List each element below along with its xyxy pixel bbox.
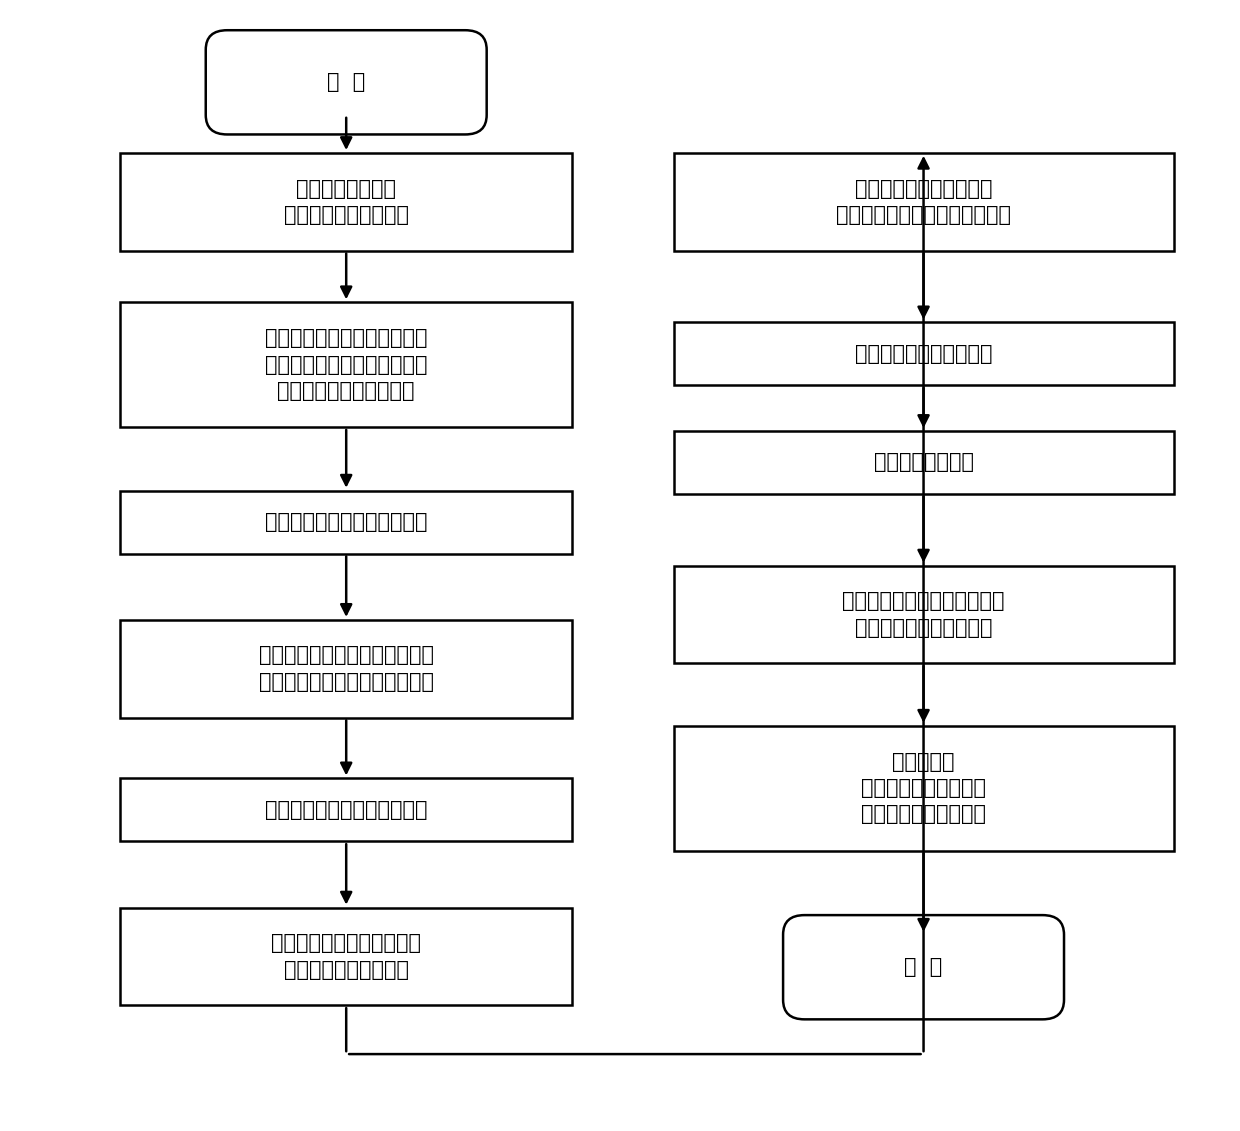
FancyBboxPatch shape [120,907,573,1005]
FancyBboxPatch shape [673,322,1173,386]
FancyBboxPatch shape [120,778,573,841]
Text: 采集新的声波及压力信号: 采集新的声波及压力信号 [854,344,992,364]
FancyBboxPatch shape [120,302,573,428]
Text: 计算各本征模态函数的近似熵: 计算各本征模态函数的近似熵 [265,512,428,532]
Text: 预处理及二次滤波: 预处理及二次滤波 [873,452,973,473]
Text: 滤除来自站内噪声的声源信号: 滤除来自站内噪声的声源信号 [265,800,428,820]
FancyBboxPatch shape [120,153,573,251]
FancyBboxPatch shape [206,31,486,135]
Text: 对声波及压力组成的二阶
矩阵进行费舍尔判别分析并训练: 对声波及压力组成的二阶 矩阵进行费舍尔判别分析并训练 [836,179,1011,225]
FancyBboxPatch shape [784,915,1064,1019]
FancyBboxPatch shape [120,620,573,717]
Text: 利用得到的费舍尔判别分析模
型判断管道是否发生泄漏: 利用得到的费舍尔判别分析模 型判断管道是否发生泄漏 [842,592,1004,638]
Text: 结  束: 结 束 [904,957,942,977]
Text: 开  始: 开 始 [327,72,366,93]
Text: 根据权值、
通过压力信号和声波信
号混合计算管道泄漏点: 根据权值、 通过压力信号和声波信 号混合计算管道泄漏点 [861,752,986,824]
Text: 滤除噪声信号和声波与压力信号
的耦合信号对应的本征模态函数: 滤除噪声信号和声波与压力信号 的耦合信号对应的本征模态函数 [259,646,434,692]
FancyBboxPatch shape [673,153,1173,251]
FancyBboxPatch shape [673,566,1173,663]
FancyBboxPatch shape [120,491,573,553]
FancyBboxPatch shape [673,431,1173,494]
FancyBboxPatch shape [673,726,1173,851]
Text: 采集声波负、压波
历史数据并进行预处理: 采集声波负、压波 历史数据并进行预处理 [284,179,409,225]
Text: 对压力、声波信号进行其进行
改进的完备总体经验模态分解
分析声波信号的声源数量: 对压力、声波信号进行其进行 改进的完备总体经验模态分解 分析声波信号的声源数量 [265,328,428,402]
Text: 对声波信号和压力信号进行
标准差法无量纲化处理: 对声波信号和压力信号进行 标准差法无量纲化处理 [272,933,422,979]
